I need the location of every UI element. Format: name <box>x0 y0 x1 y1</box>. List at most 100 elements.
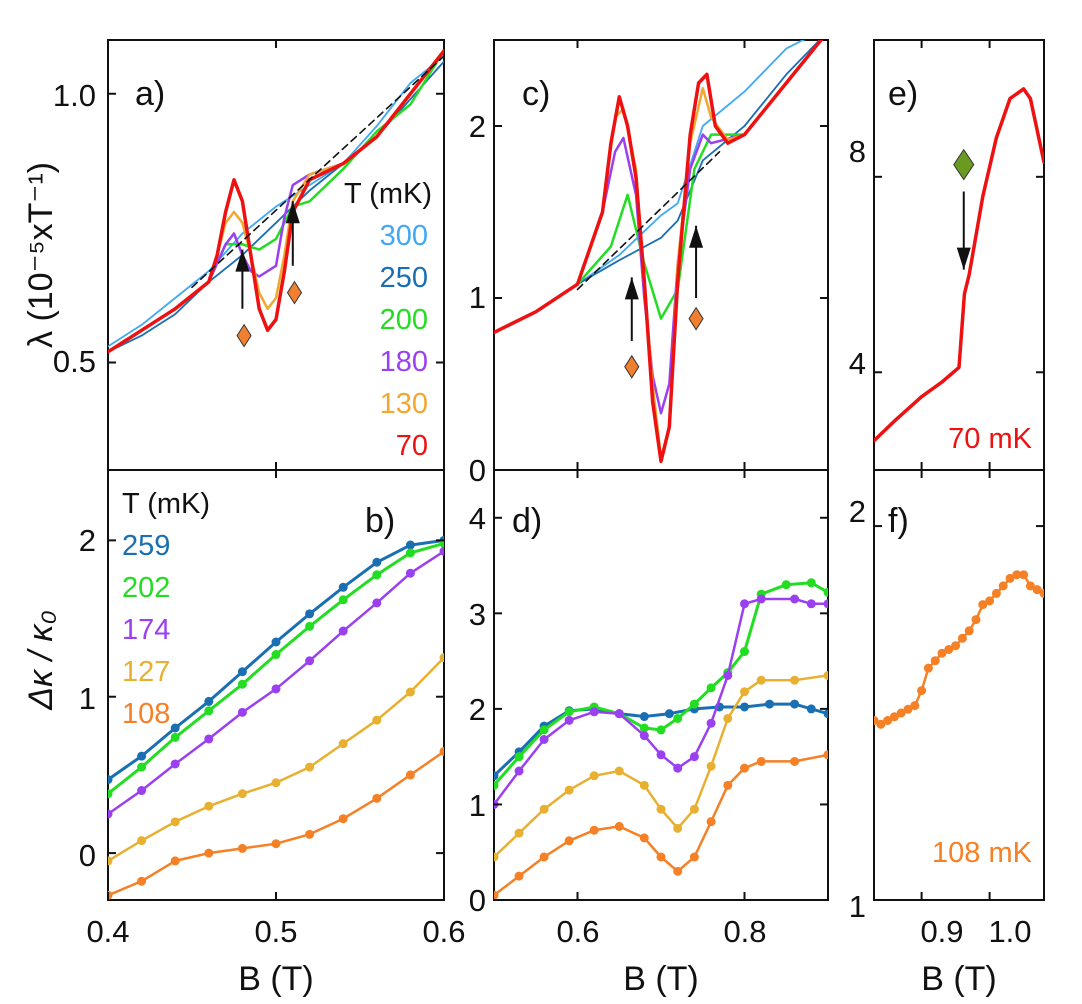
series-a-70 <box>108 49 444 354</box>
point-d-259 <box>740 702 749 712</box>
point-f-108 <box>951 641 961 651</box>
panel-f-plot <box>874 470 1044 901</box>
point-b-259 <box>237 667 247 677</box>
panel-e-label: e) <box>888 75 918 113</box>
point-d-108 <box>614 821 624 831</box>
series-c-fit <box>576 151 721 291</box>
point-d-108 <box>689 852 699 862</box>
point-f-108 <box>985 596 995 606</box>
point-b-202 <box>271 650 281 660</box>
point-b-174 <box>338 626 348 636</box>
arrow-head <box>689 225 704 248</box>
legend-b-108: 108 <box>122 698 170 730</box>
panel-f: f) 1 2 0.9 1.0 108 mK <box>849 469 1045 949</box>
point-b-108 <box>271 839 281 849</box>
point-d-127 <box>614 766 624 776</box>
diamond-marker <box>236 323 252 348</box>
panel-f-xtick-1.0: 1.0 <box>988 914 1031 949</box>
diamond-marker <box>953 148 975 181</box>
panel-d-series-group <box>494 578 828 900</box>
point-b-108 <box>137 876 147 886</box>
point-d-174 <box>756 594 766 604</box>
point-d-174 <box>539 734 549 744</box>
ylabel-lambda: λ (10⁻⁵xT⁻¹) <box>22 162 60 348</box>
point-b-127 <box>204 801 214 811</box>
point-d-202 <box>689 699 699 709</box>
point-f-108 <box>944 644 954 654</box>
series-a-fit <box>191 55 444 289</box>
point-b-127 <box>405 687 415 697</box>
panel-e-ytick-8: 8 <box>849 134 866 169</box>
point-b-127 <box>305 762 315 772</box>
point-d-108 <box>494 890 499 900</box>
point-b-108 <box>237 843 247 853</box>
point-b-259 <box>305 609 315 619</box>
arrow-head <box>285 201 300 224</box>
panel-d-xtick-0.8: 0.8 <box>723 914 766 949</box>
panel-d: d) 0 1 2 3 4 0.6 0.8 <box>469 469 829 949</box>
point-d-127 <box>706 761 716 771</box>
point-f-108 <box>896 708 906 718</box>
point-d-259 <box>790 699 800 709</box>
point-f-108 <box>1005 573 1015 583</box>
point-b-174 <box>305 656 315 666</box>
point-b-127 <box>338 739 348 749</box>
point-d-174 <box>514 766 524 776</box>
point-b-174 <box>204 734 214 744</box>
panel-b-label: b) <box>365 502 395 540</box>
point-b-202 <box>372 570 382 580</box>
series-d-127 <box>494 674 828 859</box>
series-f-108 <box>874 573 1044 726</box>
point-b-108 <box>372 793 382 803</box>
point-d-127 <box>723 713 733 723</box>
point-d-259 <box>494 771 499 781</box>
point-b-259 <box>137 751 147 761</box>
point-d-108 <box>564 836 574 846</box>
panel-c-series-group <box>494 40 824 464</box>
legend-a-180: 180 <box>380 346 428 378</box>
panel-b-ytick-1: 1 <box>79 681 96 716</box>
point-b-174 <box>237 707 247 717</box>
point-d-202 <box>823 587 828 597</box>
point-b-174 <box>271 684 281 694</box>
panel-c-ytick-1: 1 <box>469 280 486 315</box>
point-d-202 <box>673 713 683 723</box>
panel-d-ytick-1: 1 <box>469 788 486 823</box>
point-b-202 <box>237 679 247 689</box>
point-f-108 <box>930 656 940 666</box>
arrow-head <box>956 247 971 270</box>
panel-a-plot <box>107 40 445 470</box>
panel-b-ytick-2: 2 <box>79 523 96 558</box>
point-d-202 <box>514 752 524 762</box>
panel-b-series-group <box>108 535 444 900</box>
point-d-174 <box>706 718 716 728</box>
point-b-202 <box>338 595 348 605</box>
point-f-108 <box>910 701 920 711</box>
point-d-174 <box>614 709 624 719</box>
legend-b-127: 127 <box>122 656 170 688</box>
panel-d-label: d) <box>512 502 542 540</box>
series-c-70 <box>494 40 824 464</box>
point-d-127 <box>656 804 666 814</box>
panel-a-series-group <box>108 49 444 354</box>
legend-a-300: 300 <box>380 220 428 252</box>
diamond-marker <box>688 306 704 331</box>
point-b-202 <box>305 621 315 631</box>
panel-b-xtick-0.4: 0.4 <box>86 914 129 949</box>
point-b-202 <box>170 732 180 742</box>
point-d-202 <box>564 707 574 717</box>
point-d-127 <box>539 804 549 814</box>
point-b-108 <box>108 890 113 900</box>
point-b-127 <box>372 715 382 725</box>
arrow-head <box>624 277 639 300</box>
point-d-108 <box>706 817 716 827</box>
panel-d-ytick-2: 2 <box>469 692 486 727</box>
point-d-108 <box>673 866 683 876</box>
panel-d-frame <box>493 469 829 901</box>
point-d-108 <box>589 825 599 835</box>
panel-e-plot <box>874 40 1044 470</box>
point-f-108 <box>903 704 913 714</box>
panel-b-plot <box>107 470 445 900</box>
panel-c-ytick-0: 0 <box>469 453 486 488</box>
